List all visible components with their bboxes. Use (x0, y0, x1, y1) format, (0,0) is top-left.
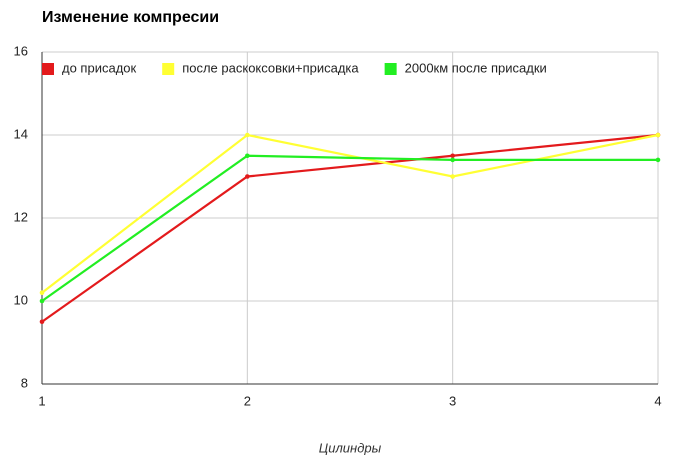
point (655, 132, 661, 138)
point (450, 153, 455, 159)
legend-swatch (42, 63, 54, 75)
x-axis-label: Цилиндры (319, 440, 382, 455)
chart-title: Изменение компресии (42, 9, 219, 26)
series-line (41, 154, 658, 302)
y-tick-label: 8 (21, 375, 28, 390)
y-tick-label: 16 (14, 43, 28, 58)
legend-label: до присадок (62, 60, 137, 75)
point (450, 157, 455, 163)
legend-label: 2000км после присадки (405, 60, 547, 75)
legend-label: после раскоксовки+присадка (182, 60, 359, 75)
y-tick-label: 10 (14, 292, 28, 307)
y-tick-label: 14 (14, 126, 28, 141)
point (245, 153, 250, 159)
point (245, 174, 250, 179)
series-line (41, 133, 659, 294)
point (245, 132, 250, 138)
point (39, 290, 45, 296)
y-tick-label: 12 (14, 209, 28, 224)
point (655, 157, 661, 163)
point (450, 174, 455, 179)
point (39, 298, 45, 304)
x-tick-label: 3 (449, 393, 456, 408)
point (39, 319, 45, 325)
series-line (41, 133, 659, 323)
x-tick-label: 4 (654, 393, 661, 408)
x-tick-label: 2 (244, 393, 251, 408)
legend-swatch (162, 63, 175, 75)
x-tick-label: 1 (38, 393, 45, 408)
legend-swatch (384, 63, 397, 75)
